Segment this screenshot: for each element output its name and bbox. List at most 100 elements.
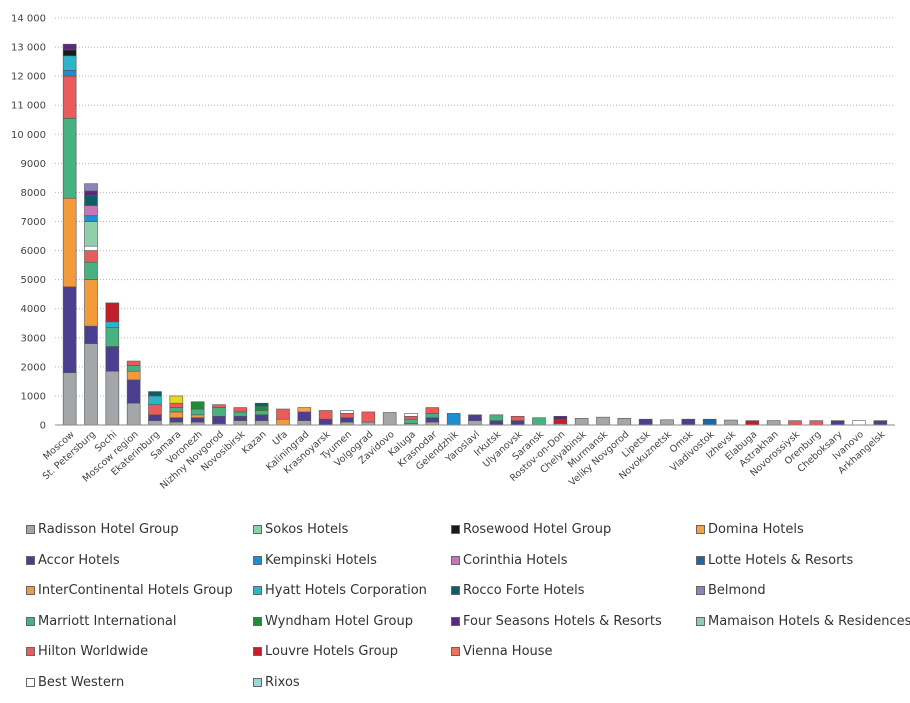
bar-segment	[617, 418, 632, 426]
bar-segment	[596, 416, 610, 426]
legend-label: Rosewood Hotel Group	[463, 522, 612, 537]
legend-swatch	[26, 555, 35, 565]
y-axis: 0 1000 2000 3000 4000 5000 6000 7000 8000 9000 10 …	[11, 14, 46, 432]
bar-segment	[190, 417, 205, 423]
legend-item: InterContinental Hotels Group	[26, 583, 233, 598]
bar-segment	[553, 415, 568, 420]
bar-segment	[126, 365, 141, 372]
bar-segment	[62, 43, 77, 51]
legend-item: Hyatt Hotels Corporation	[253, 583, 427, 598]
y-tick-label: 13 000	[11, 43, 46, 54]
bar-segment	[148, 395, 162, 405]
legend-item: Radisson Hotel Group	[26, 522, 179, 537]
legend-item: Rixos	[253, 675, 300, 690]
bar-segment	[84, 261, 98, 280]
legend-swatch	[696, 586, 705, 595]
x-tick-label: Kazan	[240, 429, 269, 456]
legend-swatch	[253, 677, 262, 687]
legend-swatch	[253, 555, 262, 565]
bar-segment	[318, 418, 333, 426]
legend-item: Domina Hotels	[696, 522, 804, 537]
bar-segment	[126, 379, 141, 404]
bar-segment	[425, 407, 440, 414]
bar-segment	[361, 411, 376, 423]
bar-segment	[148, 391, 162, 397]
legend-swatch	[451, 555, 460, 565]
bar-segment	[276, 408, 290, 420]
legend-item: Corinthia Hotels	[451, 553, 567, 568]
bar-segment	[105, 346, 120, 372]
legend-swatch	[253, 586, 262, 595]
bar-segment	[105, 302, 120, 323]
bar-segment	[254, 414, 269, 421]
y-tick-label: 0	[40, 421, 46, 432]
bar-segment	[126, 360, 141, 366]
y-tick-label: 9000	[21, 159, 46, 170]
legend-swatch	[253, 525, 262, 534]
legend-item: Vienna House	[451, 644, 553, 659]
bar-segment	[84, 343, 98, 426]
bar-segment	[382, 412, 397, 426]
bar-segment	[276, 418, 290, 426]
bar-segment	[233, 411, 248, 417]
legend-item: Louvre Hotels Group	[253, 644, 398, 659]
legend-label: Hyatt Hotels Corporation	[265, 583, 427, 598]
legend-label: Louvre Hotels Group	[265, 644, 399, 659]
bar-segment	[84, 195, 98, 206]
y-tick-label: 12 000	[11, 72, 46, 83]
bar-segment	[190, 414, 205, 419]
bar-segment	[553, 418, 568, 424]
bar-segment	[468, 420, 482, 426]
bar-segment	[105, 370, 120, 426]
bar-segment	[126, 370, 141, 381]
bar-segment	[105, 321, 120, 328]
legend-item: Mamaison Hotels & Residences	[696, 614, 910, 629]
bar-segment	[254, 410, 269, 416]
legend-swatch	[451, 647, 460, 656]
legend-swatch	[26, 616, 35, 626]
bar-segment	[169, 417, 184, 423]
bar-segment	[190, 401, 205, 410]
bar-segment	[233, 415, 248, 421]
bar-segment	[297, 420, 312, 426]
bar-segment	[84, 190, 98, 196]
bar-segment	[489, 420, 504, 426]
y-tick-label: 11 000	[11, 101, 46, 112]
bar-segment	[724, 419, 738, 426]
bar-segment	[446, 413, 461, 426]
legend-item: Belmond	[696, 583, 766, 598]
bar-segment	[510, 415, 525, 421]
legend-label: Mamaison Hotels & Residences	[708, 613, 910, 629]
bar-segment	[788, 420, 802, 426]
bar-segment	[169, 411, 184, 419]
legend-swatch	[26, 647, 35, 656]
y-tick-label: 2000	[21, 362, 46, 373]
bar-segment	[468, 414, 482, 421]
bar-segment	[404, 415, 418, 420]
bar-segment	[681, 418, 696, 426]
bar-segment	[148, 404, 162, 416]
gridlines	[55, 17, 895, 397]
legend-label: Best Western	[38, 674, 125, 690]
y-tick-label: 6000	[21, 246, 46, 257]
bar-segment	[84, 325, 98, 344]
legend-item: Best Western	[26, 675, 124, 690]
bar-segment	[84, 221, 98, 247]
bar-segment	[574, 418, 589, 426]
bar-segment	[84, 279, 98, 327]
legend-swatch	[26, 525, 35, 534]
legend-item: Rosewood Hotel Group	[451, 522, 611, 537]
legend-label: InterContinental Hotels Group	[38, 583, 233, 598]
legend-label: Marriott International	[38, 613, 177, 629]
bar-segment	[489, 414, 504, 421]
bar-segment	[84, 245, 98, 251]
bar-segment	[62, 75, 77, 119]
legend-label: Lotte Hotels & Resorts	[708, 552, 854, 568]
bar-segment	[254, 420, 269, 426]
bar-segment	[830, 420, 845, 426]
bar-segment	[638, 418, 653, 426]
y-tick-label: 8000	[21, 188, 46, 199]
bar-segment	[425, 417, 440, 423]
legend-label: Belmond	[708, 583, 766, 598]
